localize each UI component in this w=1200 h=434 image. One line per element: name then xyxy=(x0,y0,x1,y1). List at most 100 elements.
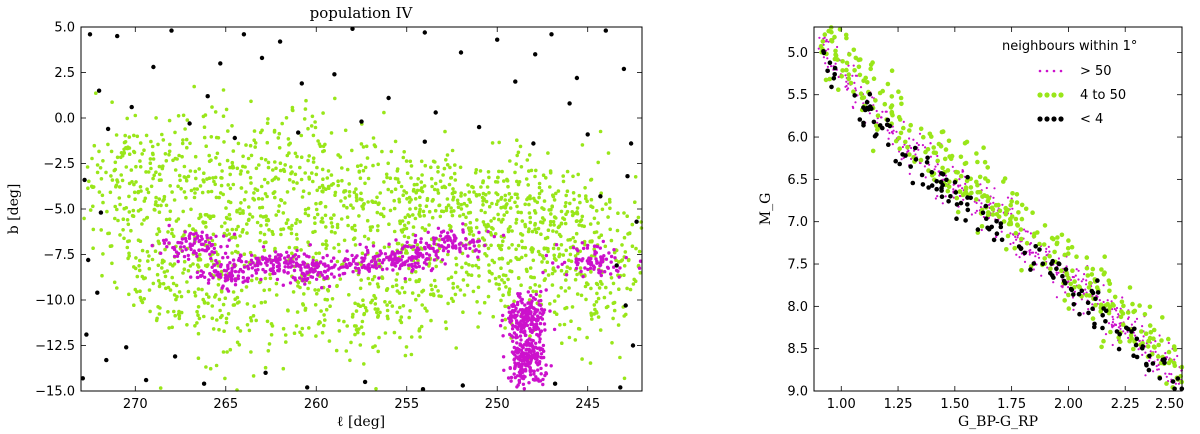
left-point-gt50 xyxy=(516,383,520,387)
left-point-mid xyxy=(145,249,150,254)
left-point-gt50 xyxy=(542,349,546,353)
left-point-mid xyxy=(451,281,456,286)
left-point-lt4 xyxy=(549,32,554,37)
left-point-mid xyxy=(378,191,383,195)
left-point-mid xyxy=(546,249,550,254)
right-point-gt50 xyxy=(979,206,983,209)
left-point-gt50 xyxy=(403,244,408,248)
left-point-mid xyxy=(559,268,564,273)
left-point-mid xyxy=(557,232,562,237)
left-point-mid xyxy=(461,278,466,282)
left-point-mid xyxy=(516,276,521,280)
right-point-mid xyxy=(858,91,864,96)
left-point-mid xyxy=(371,241,376,245)
left-point-mid xyxy=(274,166,278,171)
left-point-gt50 xyxy=(413,233,418,238)
left-point-gt50 xyxy=(383,252,388,256)
left-point-mid xyxy=(393,139,398,144)
left-point-gt50 xyxy=(329,259,334,263)
left-point-mid xyxy=(476,285,481,290)
left-point-mid xyxy=(530,229,535,234)
left-point-gt50 xyxy=(501,313,505,318)
left-point-gt50 xyxy=(236,274,241,278)
left-point-lt4 xyxy=(187,121,192,126)
left-point-mid xyxy=(91,204,95,209)
left-point-mid xyxy=(484,225,489,229)
left-point-gt50 xyxy=(283,256,287,260)
left-point-mid xyxy=(127,152,132,156)
left-point-mid xyxy=(324,225,328,229)
left-x-tick-label: 245 xyxy=(575,397,600,412)
left-point-mid xyxy=(523,224,528,229)
left-point-mid xyxy=(536,226,541,231)
left-point-mid xyxy=(279,227,283,232)
left-point-mid xyxy=(633,175,638,179)
left-point-mid xyxy=(466,272,471,277)
left-point-mid xyxy=(459,191,464,195)
left-point-gt50 xyxy=(290,260,294,264)
left-point-lt4 xyxy=(433,110,438,115)
right-point-mid xyxy=(1084,265,1090,271)
left-point-gt50 xyxy=(528,318,532,322)
left-point-mid xyxy=(254,318,258,323)
left-point-gt50 xyxy=(434,253,438,257)
left-point-gt50 xyxy=(532,317,536,322)
left-point-mid xyxy=(461,212,466,217)
right-point-lt4 xyxy=(832,65,838,71)
left-point-mid xyxy=(429,318,433,323)
left-point-mid xyxy=(530,250,534,254)
left-point-mid xyxy=(533,223,537,227)
left-point-mid xyxy=(342,238,347,243)
left-point-mid xyxy=(375,310,379,315)
left-point-gt50 xyxy=(257,259,261,263)
left-point-gt50 xyxy=(403,277,407,281)
left-point-mid xyxy=(487,263,491,267)
right-point-lt4 xyxy=(908,164,913,169)
left-point-mid xyxy=(413,197,418,201)
right-point-gt50 xyxy=(985,186,988,190)
left-point-mid xyxy=(573,254,578,258)
left-point-mid xyxy=(266,180,270,185)
left-point-lt4 xyxy=(598,194,603,199)
left-point-gt50 xyxy=(574,266,579,271)
left-point-lt4 xyxy=(603,28,608,33)
left-point-mid xyxy=(295,154,299,159)
left-point-mid xyxy=(625,286,629,291)
left-point-mid xyxy=(134,180,138,184)
left-point-mid xyxy=(329,229,334,234)
left-point-mid xyxy=(185,323,189,327)
left-point-mid xyxy=(235,208,239,213)
left-point-mid xyxy=(320,216,325,221)
left-point-gt50 xyxy=(575,257,579,261)
left-point-gt50 xyxy=(241,275,245,280)
left-point-gt50 xyxy=(298,276,302,280)
legend-marker-lt4 xyxy=(1044,116,1050,122)
left-point-mid xyxy=(300,195,305,199)
left-point-mid xyxy=(264,240,268,244)
left-point-mid xyxy=(408,277,412,282)
left-point-mid xyxy=(471,233,476,237)
left-point-mid xyxy=(326,169,331,173)
left-point-mid xyxy=(149,184,154,189)
left-point-mid xyxy=(182,233,186,237)
right-point-gt50 xyxy=(1071,296,1075,299)
left-point-mid xyxy=(276,136,281,140)
left-point-mid xyxy=(500,243,504,248)
left-point-mid xyxy=(192,84,196,89)
left-point-gt50 xyxy=(189,275,193,279)
left-point-gt50 xyxy=(498,324,503,328)
right-point-lt4 xyxy=(998,224,1004,230)
left-point-mid xyxy=(144,170,148,174)
left-point-mid xyxy=(452,171,457,176)
left-point-mid xyxy=(186,289,191,294)
left-point-mid xyxy=(272,130,277,134)
left-point-mid xyxy=(444,208,449,213)
left-point-mid xyxy=(453,270,458,275)
left-point-mid xyxy=(196,305,201,309)
right-point-gt50 xyxy=(1009,232,1012,235)
left-point-lt4 xyxy=(263,370,268,375)
left-point-gt50 xyxy=(389,254,393,258)
right-point-mid xyxy=(896,89,901,94)
right-point-lt4 xyxy=(934,179,939,184)
left-point-mid xyxy=(215,318,219,322)
